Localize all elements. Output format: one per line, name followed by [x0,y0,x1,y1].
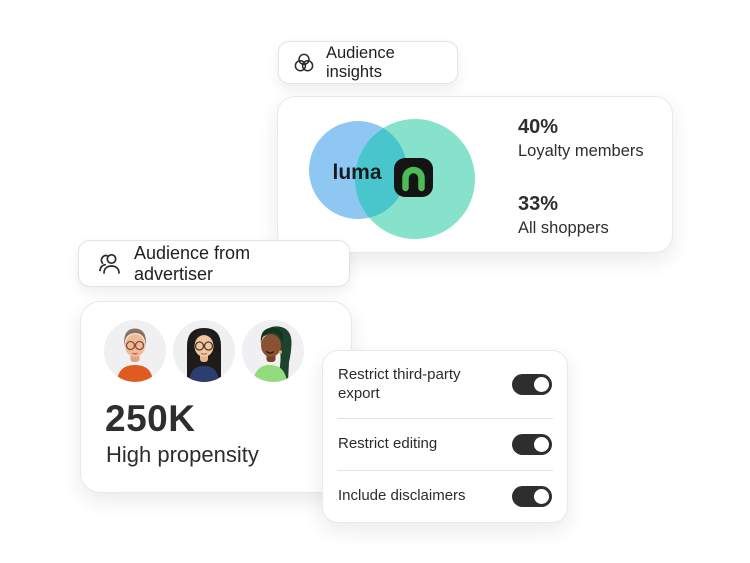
toggle-knob [534,437,549,453]
row-divider [337,470,553,472]
audience-insights-label: Audience insights [326,43,395,81]
setting-label: Include disclaimers [338,487,466,505]
stat-value: 33% [518,193,559,216]
avatar-woman-green-headwrap [242,320,304,382]
venn-overlap [355,121,407,219]
stat-loyalty-members: 40% Loyalty members [518,116,644,162]
audience-insights-card: luma 40% Loyalty members 33% All shopper… [277,96,673,253]
venn-diagram-icon [293,52,315,74]
sharing-controls-card: Restrict third-party export Restrict edi… [322,350,568,523]
overlap-stats: 40% Loyalty members 33% All shoppers [518,116,644,271]
setting-row-restrict-editing: Restrict editing [323,419,567,470]
setting-row-restrict-export: Restrict third-party export [323,351,567,418]
n-logo [394,158,433,197]
audience-overlap-venn: luma [309,119,475,239]
setting-label: Restrict editing [338,435,438,453]
avatar-woman-short-hair [104,320,166,382]
audience-insights-chip[interactable]: Audience insights [278,41,458,84]
avatar-group [104,320,304,382]
stat-all-shoppers: 33% All shoppers [518,193,644,239]
audience-from-advertiser-label: Audience from advertiser [134,242,251,284]
row-divider [337,418,553,420]
people-icon [97,251,123,277]
restrict-export-toggle[interactable] [512,374,552,396]
audience-card: 250K High propensity [80,301,352,493]
stat-label: All shoppers [518,219,609,238]
setting-label: Restrict third-party export [338,365,461,402]
setting-row-include-disclaimers: Include disclaimers [323,471,567,522]
luma-brand-label: luma [332,161,381,184]
audience-size: 250K [105,398,196,439]
stat-value: 40% [518,116,559,138]
toggle-knob [534,489,549,505]
audience-from-advertiser-chip[interactable]: Audience from advertiser [78,240,350,287]
restrict-editing-toggle[interactable] [512,434,552,456]
stat-label: Loyalty members [518,142,644,160]
audience-name: High propensity [106,442,259,467]
toggle-knob [534,377,549,393]
avatar-woman-long-dark-hair [173,320,235,382]
include-disclaimers-toggle[interactable] [512,486,552,508]
